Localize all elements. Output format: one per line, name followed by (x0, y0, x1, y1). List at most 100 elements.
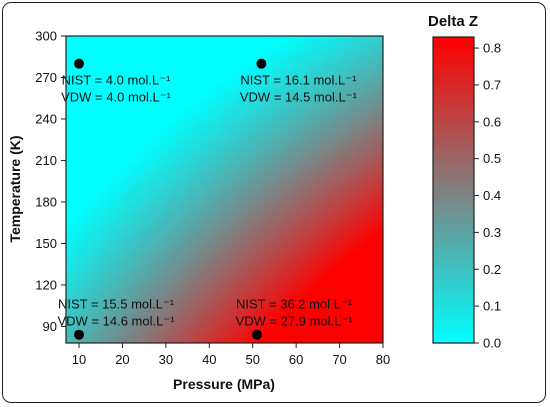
heatmap-cell (283, 209, 289, 215)
heatmap-cell (232, 326, 237, 332)
heatmap-cell (105, 44, 111, 49)
heatmap-cell (129, 136, 134, 142)
heatmap-cell (101, 262, 107, 267)
heatmap-cell (291, 209, 297, 215)
heatmap-cell (244, 141, 249, 146)
heatmap-cell (224, 242, 230, 247)
heatmap-cell (149, 258, 154, 263)
heatmap-cell (153, 72, 158, 77)
heatmap-cell (145, 80, 150, 86)
heatmap-cell (89, 141, 95, 146)
heatmap-cell (149, 330, 154, 336)
heatmap-cell (85, 213, 91, 219)
heatmap-cell (244, 120, 249, 126)
heatmap-cell (276, 242, 281, 247)
heatmap-cell (184, 205, 190, 211)
heatmap-cell (66, 217, 71, 223)
heatmap-cell (69, 250, 75, 255)
heatmap-cell (149, 64, 154, 69)
heatmap-cell (248, 205, 253, 211)
heatmap-cell (81, 173, 87, 178)
heatmap-cell (149, 56, 154, 61)
heatmap-cell (129, 124, 134, 130)
heatmap-cell (165, 124, 170, 130)
heatmap-cell (109, 169, 115, 174)
heatmap-cell (315, 88, 321, 94)
heatmap-cell (295, 201, 301, 207)
heatmap-cell (77, 80, 83, 86)
heatmap-cell (264, 124, 269, 130)
heatmap-cell (303, 334, 309, 340)
heatmap-cell (66, 80, 71, 86)
heatmap-cell (133, 262, 138, 267)
heatmap-cell (101, 68, 107, 73)
heatmap-cell (228, 242, 234, 247)
heatmap-cell (224, 112, 230, 118)
heatmap-cell (279, 274, 285, 279)
heatmap-cell (153, 108, 158, 114)
heatmap-cell (287, 124, 293, 130)
heatmap-cell (73, 161, 79, 166)
heatmap-cell (89, 233, 95, 239)
heatmap-cell (279, 157, 285, 162)
heatmap-cell (157, 181, 162, 187)
heatmap-cell (85, 266, 91, 271)
heatmap-cell (81, 36, 87, 41)
heatmap-cell (184, 48, 190, 53)
heatmap-cell (204, 330, 210, 336)
heatmap-cell (319, 104, 325, 110)
heatmap-cell (129, 76, 134, 82)
heatmap-cell (252, 72, 257, 77)
heatmap-cell (319, 136, 325, 142)
heatmap-cell (161, 193, 166, 199)
heatmap-cell (117, 92, 123, 98)
heatmap-cell (319, 322, 325, 328)
heatmap-cell (169, 185, 174, 191)
heatmap-cell (66, 64, 71, 69)
heatmap-cell (188, 270, 194, 275)
heatmap-cell (212, 221, 218, 227)
heatmap-cell (69, 141, 75, 146)
heatmap-cell (248, 213, 253, 219)
heatmap-cell (208, 205, 214, 211)
heatmap-cell (73, 76, 79, 82)
heatmap-cell (212, 213, 218, 219)
heatmap-cell (161, 221, 166, 227)
heatmap-cell (69, 278, 75, 284)
heatmap-cell (66, 274, 71, 279)
heatmap-cell (303, 254, 309, 259)
heatmap-cell (291, 124, 297, 130)
heatmap-cell (192, 92, 198, 98)
heatmap-cell (244, 330, 249, 336)
heatmap-cell (113, 157, 119, 162)
heatmap-cell (212, 209, 218, 215)
heatmap-cell (105, 169, 111, 174)
heatmap-cell (133, 108, 138, 114)
heatmap-cell (311, 104, 317, 110)
heatmap-cell (283, 76, 289, 82)
heatmap-cell (117, 318, 123, 324)
heatmap-cell (307, 181, 313, 187)
heatmap-cell (85, 274, 91, 279)
heatmap-cell (69, 193, 75, 199)
heatmap-cell (319, 310, 325, 316)
heatmap-cell (145, 120, 150, 126)
heatmap-cell (133, 88, 138, 94)
heatmap-cell (145, 334, 150, 340)
heatmap-cell (169, 322, 174, 328)
heatmap-cell (276, 330, 281, 336)
heatmap-cell (279, 141, 285, 146)
heatmap-cell (113, 193, 119, 199)
heatmap-cell (283, 60, 289, 65)
heatmap-cell (256, 270, 261, 275)
heatmap-cell (260, 104, 265, 110)
heatmap-cell (200, 177, 206, 183)
heatmap-cell (85, 88, 91, 94)
heatmap-cell (66, 44, 71, 49)
heatmap-cell (307, 221, 313, 227)
heatmap-cell (260, 96, 265, 102)
heatmap-cell (272, 96, 277, 102)
heatmap-cell (248, 233, 253, 239)
heatmap-cell (149, 100, 154, 106)
heatmap-cell (73, 181, 79, 187)
